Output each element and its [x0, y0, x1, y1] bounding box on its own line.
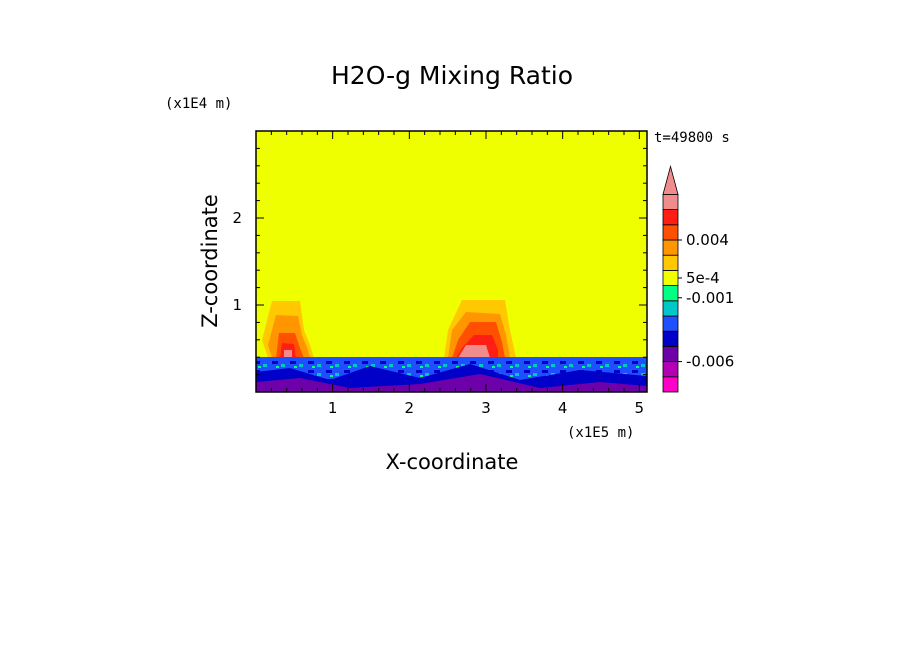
colorbar-level	[662, 345, 679, 362]
x-tick-label: 5	[635, 399, 645, 417]
moist-surface-layer	[256, 357, 647, 392]
colorbar-level	[662, 224, 679, 241]
y-multiplier-label: (x1E4 m)	[165, 96, 232, 112]
plume-left	[262, 301, 314, 358]
tick-labels: 1 2 3 4 5 1 2	[232, 209, 644, 417]
colorbar-label: 5e-4	[686, 269, 720, 287]
y-axis-label: Z-coordinate	[198, 194, 222, 328]
chart-title: H2O-g Mixing Ratio	[331, 61, 573, 90]
colorbar-level	[662, 376, 679, 393]
colorbar: 0.004 5e-4 -0.001 -0.006	[662, 164, 734, 393]
colorbar-level	[662, 361, 679, 378]
x-multiplier-label: (x1E5 m)	[567, 425, 634, 441]
x-tick-label: 4	[558, 399, 568, 417]
plot-field	[256, 131, 647, 392]
plot-frame	[255, 130, 648, 393]
colorbar-level	[662, 315, 679, 332]
x-tick-label: 3	[481, 399, 491, 417]
colorbar-label: -0.001	[686, 289, 734, 307]
colorbar-level	[662, 254, 679, 271]
y-tick-label: 2	[232, 209, 242, 227]
x-tick-label: 2	[405, 399, 415, 417]
plume-right	[444, 300, 516, 358]
colorbar-label: 0.004	[686, 231, 729, 249]
x-axis-label: X-coordinate	[386, 450, 519, 474]
colorbar-level	[662, 193, 679, 210]
colorbar-level	[662, 209, 679, 226]
x-tick-label: 1	[328, 399, 338, 417]
y-tick-label: 1	[232, 296, 242, 314]
colorbar-level	[662, 330, 679, 347]
time-label: t=49800 s	[654, 130, 730, 146]
colorbar-label: -0.006	[686, 353, 734, 371]
axis-ticks	[256, 131, 647, 392]
colorbar-extend-arrow	[662, 164, 679, 195]
colorbar-level	[662, 269, 679, 286]
colorbar-level	[662, 300, 679, 317]
colorbar-level	[662, 239, 679, 256]
colorbar-level	[662, 285, 679, 302]
